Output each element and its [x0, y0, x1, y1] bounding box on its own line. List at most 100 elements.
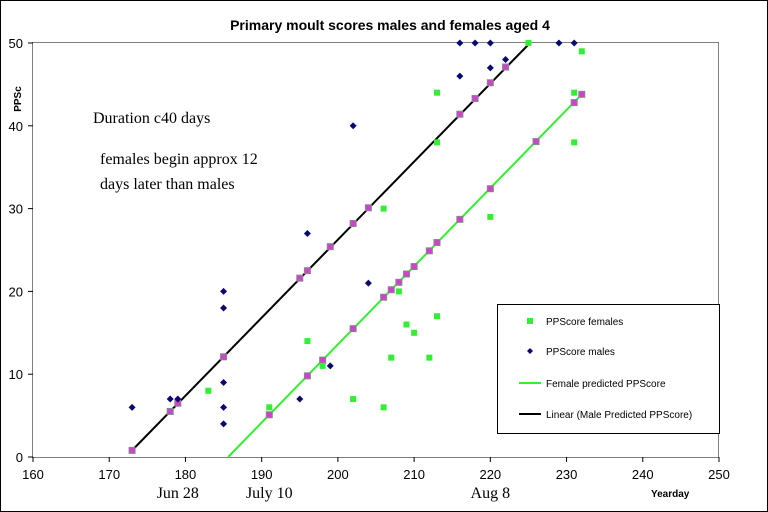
female-predicted-point	[380, 293, 388, 301]
legend-female-marker	[527, 318, 533, 324]
female-data-point	[411, 329, 418, 336]
male-data-point	[364, 279, 372, 287]
x-tick-label: 200	[327, 467, 349, 482]
x-tick-label: 210	[403, 467, 425, 482]
x-axis-label: Yearday	[651, 489, 690, 500]
male-data-point	[456, 39, 464, 47]
legend-box	[497, 304, 720, 434]
plot-area	[32, 42, 719, 458]
male-predicted-point	[166, 407, 174, 415]
x-tick-label: 190	[251, 467, 273, 482]
male-predicted-point	[326, 243, 334, 251]
chart-title: Primary moult scores males and females a…	[230, 17, 550, 33]
legend-male-marker	[527, 348, 533, 354]
female-data-point	[578, 48, 585, 55]
x-tick-label: 250	[708, 467, 730, 482]
date-label: Jun 28	[157, 485, 199, 502]
male-data-point	[349, 122, 357, 130]
male-predicted-point	[471, 94, 479, 102]
male-data-point	[326, 362, 334, 370]
female-predicted-point	[303, 372, 311, 380]
male-data-point	[296, 395, 304, 403]
female-data-point	[380, 205, 387, 212]
female-data-point	[433, 313, 440, 320]
male-predicted-point	[349, 220, 357, 228]
female-data-point	[205, 387, 212, 394]
female-data-point	[319, 362, 326, 369]
female-predicted-point	[387, 286, 395, 294]
female-data-point	[525, 40, 532, 46]
male-data-point	[303, 229, 311, 237]
female-predicted-point	[402, 270, 410, 278]
y-axis-label: PPSc	[13, 86, 24, 112]
male-data-point	[220, 378, 228, 386]
female-predicted-point	[395, 278, 403, 286]
male-predicted-point	[303, 267, 311, 275]
female-data-point	[571, 139, 578, 146]
female-data-point	[433, 89, 440, 96]
y-tick-label: 40	[9, 119, 23, 134]
female-predicted-point	[433, 239, 441, 247]
male-data-point	[220, 403, 228, 411]
female-data-point	[350, 396, 357, 403]
female-data-point	[426, 354, 433, 361]
x-tick-label: 240	[632, 467, 654, 482]
male-data-point	[166, 395, 174, 403]
female-predicted-point	[349, 325, 357, 333]
male-predicted-point	[486, 79, 494, 87]
male-predicted-point	[456, 110, 464, 118]
male-data-point	[220, 304, 228, 312]
legend-male-line-label: Linear (Male Predicted PPScore)	[546, 410, 692, 421]
male-data-point	[570, 39, 578, 47]
male-data-point	[471, 39, 479, 47]
female-data-point	[433, 139, 440, 146]
y-tick-label: 20	[9, 284, 23, 299]
data-marks	[128, 39, 586, 454]
female-predicted-point	[570, 99, 578, 107]
female-data-point	[266, 404, 273, 411]
female-data-point	[403, 321, 410, 328]
date-label: Aug 8	[471, 485, 511, 502]
male-predicted-point	[502, 63, 510, 71]
male-predicted-point	[364, 204, 372, 212]
legend-male-label: PPScore males	[546, 347, 615, 358]
female-predicted-point	[265, 411, 273, 419]
male-data-point	[220, 287, 228, 295]
legend: PPScore females PPScore males Female pre…	[497, 304, 720, 434]
female-data-point	[380, 404, 387, 411]
x-tick-label: 180	[175, 467, 197, 482]
male-data-point	[128, 403, 136, 411]
female-data-point	[304, 338, 311, 345]
date-label: July 10	[246, 485, 293, 502]
y-tick-label: 0	[16, 450, 23, 465]
female-predicted-point	[456, 215, 464, 223]
female-predicted-point	[410, 263, 418, 271]
date-labels: Jun 28 July 10 Aug 8	[157, 485, 510, 502]
annotation-females-begin: females begin approx 12	[100, 151, 258, 168]
x-tick-label: 160	[22, 467, 44, 482]
female-predicted-point	[319, 356, 327, 364]
male-data-point	[486, 39, 494, 47]
male-data-point	[456, 72, 464, 80]
female-data-point	[571, 89, 578, 96]
legend-female-line-label: Female predicted PPScore	[546, 379, 666, 390]
male-predicted-point	[128, 446, 136, 454]
female-data-point	[487, 213, 494, 220]
x-tick-label: 220	[479, 467, 501, 482]
axes: 160 170 180 190 200 210 220 230 240 250 0 10 20 30 40 5…	[9, 36, 730, 482]
female-data-point	[388, 354, 395, 361]
annotation-duration: Duration c40 days	[93, 110, 210, 127]
male-data-point	[174, 395, 182, 403]
male-predicted-point	[296, 274, 304, 282]
male-data-point	[502, 56, 510, 64]
x-tick-label: 170	[98, 467, 120, 482]
y-tick-label: 30	[9, 202, 23, 217]
male-data-point	[220, 420, 228, 428]
female-predicted-point	[425, 247, 433, 255]
female-predicted-point	[486, 185, 494, 193]
female-predicted-point	[532, 138, 540, 146]
x-tick-label: 230	[556, 467, 578, 482]
female-predicted-point	[578, 90, 586, 98]
